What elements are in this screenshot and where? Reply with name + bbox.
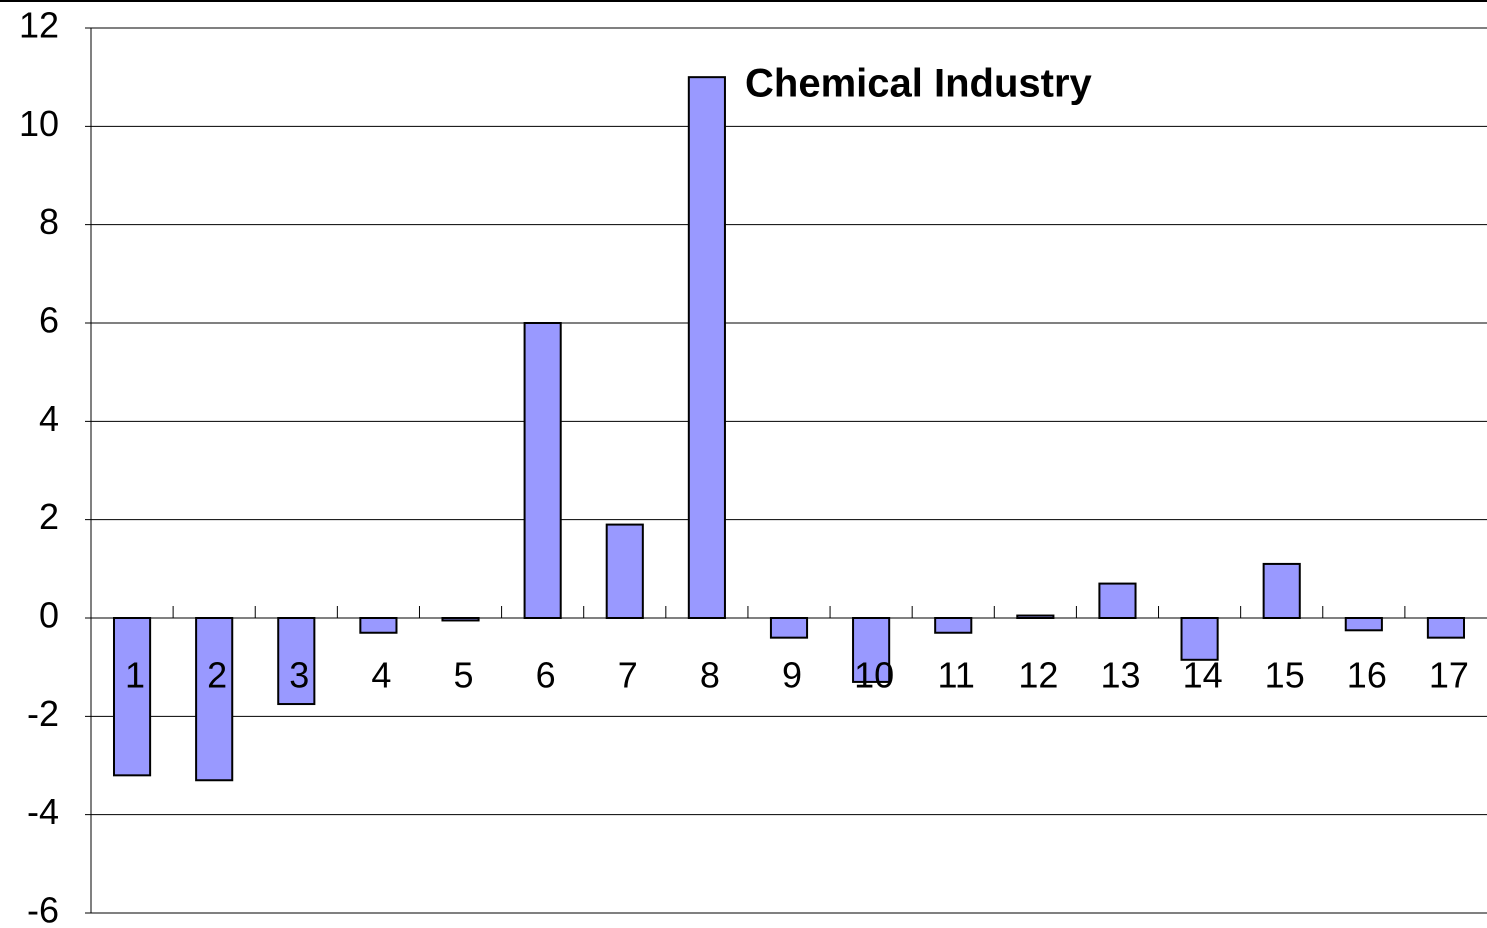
x-tick-label: 11 xyxy=(938,655,975,696)
bar xyxy=(1098,582,1137,619)
x-tick-label: 2 xyxy=(207,655,227,696)
y-tick-label: -6 xyxy=(27,890,59,928)
bar xyxy=(277,617,316,706)
y-tick-label: 4 xyxy=(39,398,59,439)
x-tick-label: 4 xyxy=(371,655,391,696)
x-tick-label: 13 xyxy=(1100,655,1140,696)
y-tick-label: -2 xyxy=(27,693,59,734)
bar xyxy=(441,617,480,622)
bar xyxy=(605,523,644,619)
bar xyxy=(687,76,726,619)
annotation: Chemical Industry xyxy=(745,62,1093,106)
bar xyxy=(769,617,809,639)
bar xyxy=(1262,562,1301,620)
bar xyxy=(195,617,234,782)
bar xyxy=(523,322,562,619)
x-tick-label: 7 xyxy=(618,655,638,696)
y-tick-label: 10 xyxy=(19,103,59,144)
x-tick-label: 10 xyxy=(854,655,894,696)
x-tick-label: 6 xyxy=(536,655,556,696)
x-tick-label: 12 xyxy=(1018,655,1058,696)
x-tick-label: 3 xyxy=(289,655,309,696)
x-tick-label: 8 xyxy=(700,655,720,696)
bar xyxy=(1180,617,1219,661)
bar xyxy=(1426,617,1466,639)
y-tick-label: -4 xyxy=(27,791,59,832)
x-tick-label: 1 xyxy=(125,655,145,696)
bar xyxy=(852,617,891,683)
x-tick-label: 14 xyxy=(1183,655,1223,696)
bar xyxy=(359,617,398,634)
x-tick-label: 9 xyxy=(782,655,802,696)
y-tick-label: 8 xyxy=(39,201,59,242)
y-tick-label: 6 xyxy=(39,300,59,341)
y-tick-label: 12 xyxy=(19,5,59,46)
x-tick-label: 15 xyxy=(1265,655,1305,696)
bar xyxy=(112,617,152,777)
bar xyxy=(1344,617,1383,632)
bar xyxy=(934,617,973,634)
y-tick-label: 0 xyxy=(39,595,59,636)
bar xyxy=(1016,614,1055,620)
x-tick-label: 17 xyxy=(1429,655,1469,696)
x-tick-label: 16 xyxy=(1347,655,1387,696)
x-tick-label: 5 xyxy=(454,655,474,696)
y-tick-label: 2 xyxy=(39,496,59,537)
